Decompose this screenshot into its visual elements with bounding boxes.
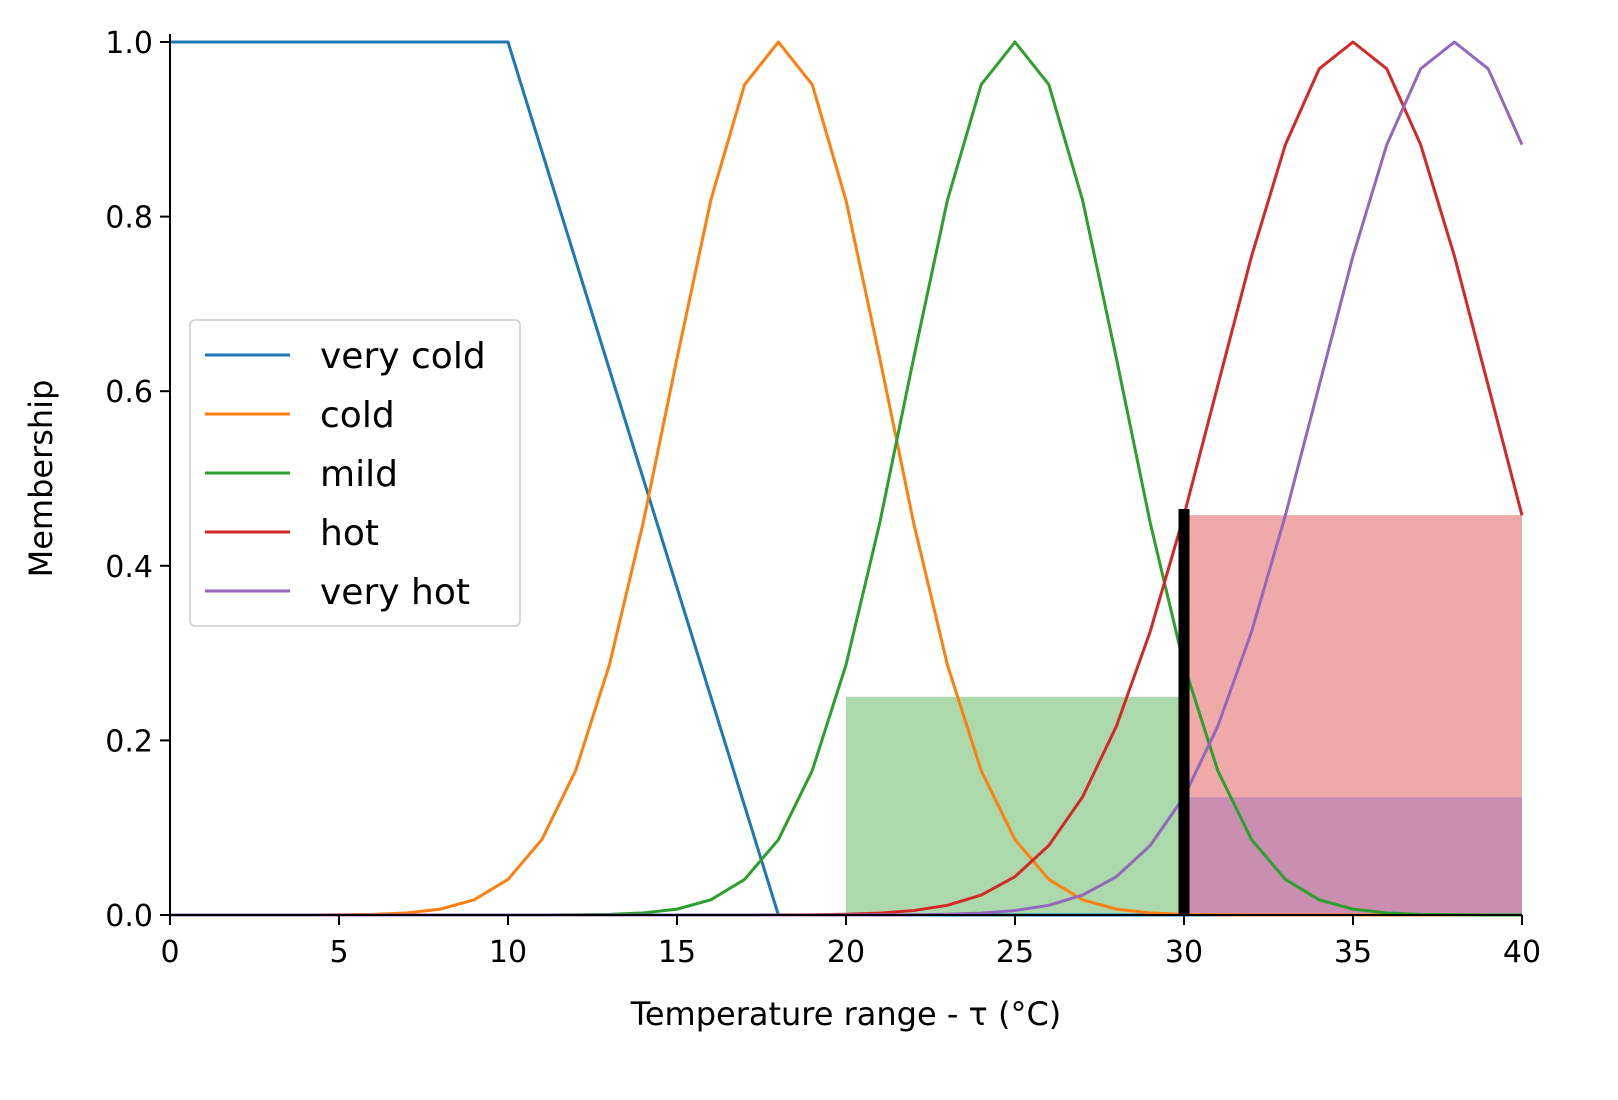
y-axis-title: Membership bbox=[22, 380, 60, 578]
x-tick-label: 35 bbox=[1334, 935, 1372, 970]
x-tick-label: 25 bbox=[996, 935, 1034, 970]
legend-label-hot: hot bbox=[320, 513, 379, 554]
x-tick-label: 0 bbox=[160, 935, 179, 970]
x-ticks: 0 5 10 15 20 25 30 35 40 bbox=[160, 915, 1541, 970]
activation-fills bbox=[846, 515, 1522, 915]
legend-box bbox=[189, 319, 521, 627]
x-tick-label: 40 bbox=[1503, 935, 1541, 970]
x-tick-label: 15 bbox=[658, 935, 696, 970]
legend-label-very-cold: very cold bbox=[320, 336, 486, 377]
y-tick-label: 0.0 bbox=[105, 899, 153, 934]
activation-fill-very-hot bbox=[1184, 797, 1522, 915]
y-tick-label: 0.6 bbox=[105, 375, 153, 410]
y-tick-label: 0.4 bbox=[105, 550, 153, 585]
x-tick-label: 5 bbox=[329, 935, 348, 970]
y-tick-label: 1.0 bbox=[105, 26, 153, 61]
legend-label-cold: cold bbox=[320, 395, 395, 436]
x-tick-label: 30 bbox=[1165, 935, 1203, 970]
y-ticks: 0.0 0.2 0.4 0.6 0.8 1.0 bbox=[105, 26, 170, 934]
legend-label-very-hot: very hot bbox=[320, 572, 470, 613]
legend-items: very cold cold mild hot very hot bbox=[205, 336, 486, 613]
axes: 0 5 10 15 20 25 30 35 40 0.0 0.2 0.4 0.6 0.8 1.0 Temp… bbox=[22, 26, 1541, 1033]
legend: very cold cold mild hot very hot bbox=[189, 319, 521, 627]
x-tick-label: 20 bbox=[827, 935, 865, 970]
x-axis-title: Temperature range - τ (°C) bbox=[630, 995, 1062, 1033]
y-tick-label: 0.8 bbox=[105, 201, 153, 236]
x-tick-label: 10 bbox=[489, 935, 527, 970]
y-tick-label: 0.2 bbox=[105, 724, 153, 759]
activation-fill-hot bbox=[1184, 515, 1522, 915]
activation-fill-mild bbox=[846, 696, 1184, 915]
legend-label-mild: mild bbox=[320, 454, 398, 495]
